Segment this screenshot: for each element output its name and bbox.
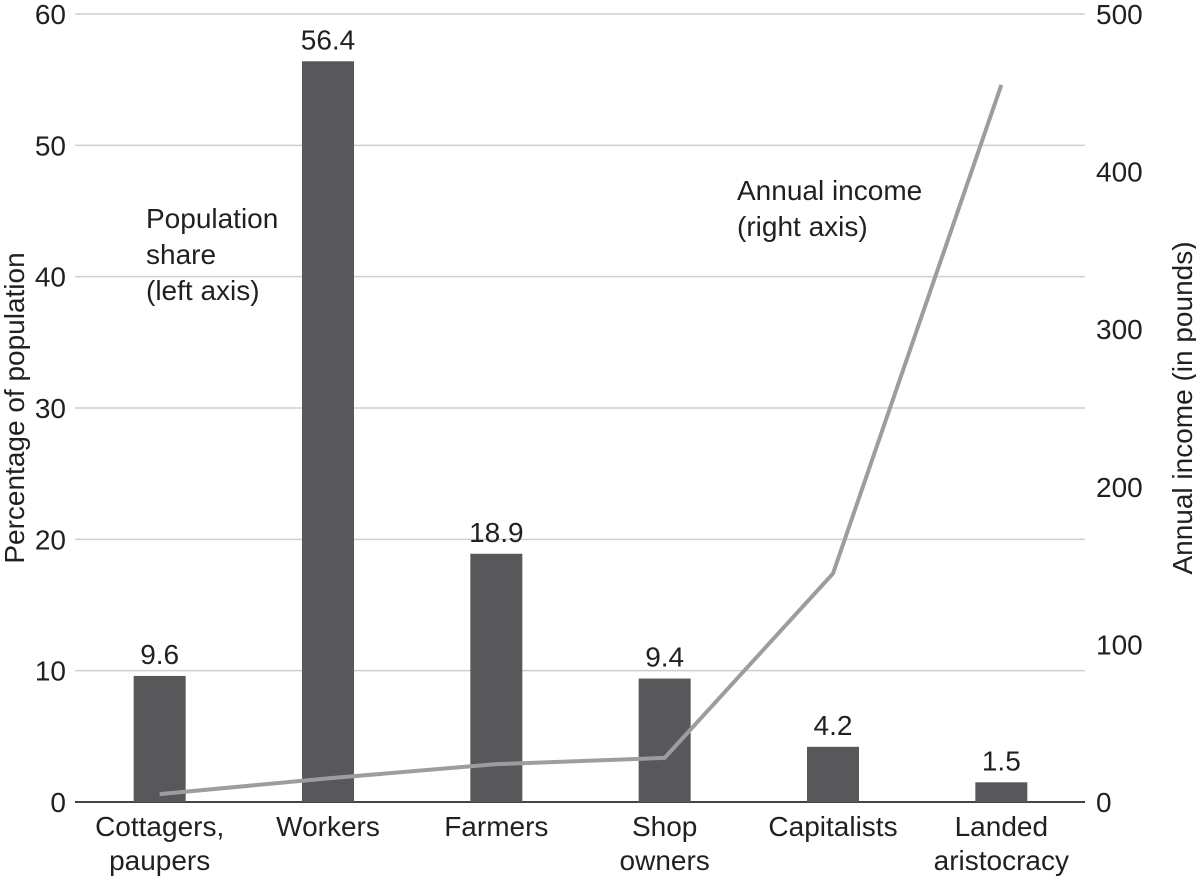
category-label: Capitalists	[768, 811, 897, 842]
right-tick-label: 500	[1096, 0, 1143, 30]
right-tick-label: 100	[1096, 629, 1143, 660]
category-label: Farmers	[444, 811, 548, 842]
category-label: Shop	[632, 811, 697, 842]
left-axis-title: Percentage of population	[0, 252, 30, 563]
left-tick-label: 30	[35, 393, 66, 424]
left-tick-label: 20	[35, 524, 66, 555]
data-label: 9.6	[140, 639, 179, 670]
population-share-label: Population	[146, 203, 278, 234]
bar-0	[134, 676, 186, 802]
population-share-label: (left axis)	[146, 275, 260, 306]
left-tick-label: 10	[35, 656, 66, 687]
right-axis-title: Annual income (in pounds)	[1167, 241, 1196, 574]
annual-income-label: (right axis)	[737, 211, 868, 242]
bar-4	[807, 747, 859, 802]
category-label: aristocracy	[934, 845, 1069, 876]
right-tick-label: 200	[1096, 472, 1143, 503]
data-label: 4.2	[814, 710, 853, 741]
population-share-label: share	[146, 239, 216, 270]
right-tick-label: 400	[1096, 157, 1143, 188]
data-label: 56.4	[301, 24, 356, 55]
annual-income-label: Annual income	[737, 175, 922, 206]
left-tick-label: 40	[35, 262, 66, 293]
category-label: paupers	[109, 845, 210, 876]
category-label: Workers	[276, 811, 380, 842]
left-tick-label: 50	[35, 130, 66, 161]
data-label: 18.9	[469, 517, 524, 548]
left-tick-label: 60	[35, 0, 66, 30]
category-label: Cottagers,	[95, 811, 224, 842]
data-label: 1.5	[982, 745, 1021, 776]
right-tick-label: 300	[1096, 314, 1143, 345]
category-label: Landed	[955, 811, 1048, 842]
right-tick-label: 0	[1096, 787, 1112, 818]
bar-1	[302, 61, 354, 802]
data-label: 9.4	[645, 642, 684, 673]
bar-5	[975, 782, 1027, 802]
left-tick-label: 0	[50, 787, 66, 818]
category-label: owners	[620, 845, 710, 876]
